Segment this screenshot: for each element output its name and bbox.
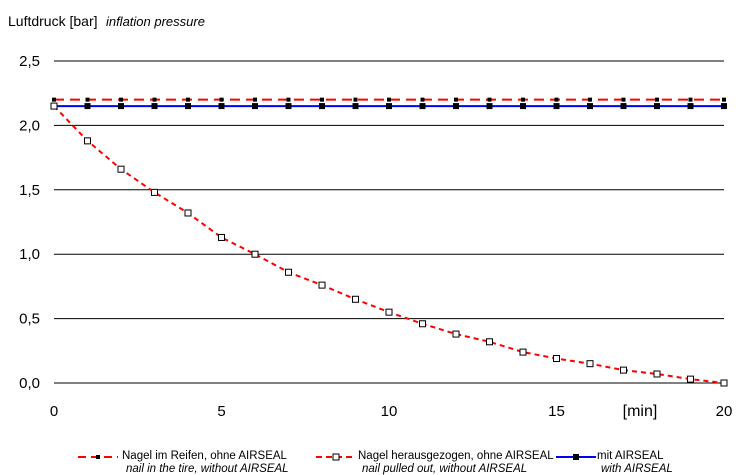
series-2-point-7 (286, 103, 292, 109)
series-1-point-14 (520, 349, 526, 355)
legend-label-2: mit AIRSEAL (597, 450, 664, 462)
series-0-point-14 (521, 98, 525, 102)
series-2 (51, 103, 727, 109)
series-2-point-4 (185, 103, 191, 109)
series-0-point-5 (220, 98, 224, 102)
series-1-point-13 (487, 339, 493, 345)
series-0-point-18 (655, 98, 659, 102)
series-2-point-18 (654, 103, 660, 109)
series-2-point-13 (487, 103, 493, 109)
series-2-point-10 (386, 103, 392, 109)
series-1-point-11 (420, 321, 426, 327)
series-0-point-10 (387, 98, 391, 102)
series-2-point-11 (420, 103, 426, 109)
series-1-point-5 (219, 234, 225, 240)
series-layer (51, 98, 727, 386)
series-2-point-6 (252, 103, 258, 109)
y-tick-label-5: 2,5 (19, 53, 40, 70)
series-2-point-19 (688, 103, 694, 109)
series-1-point-3 (152, 189, 158, 195)
series-2-point-12 (453, 103, 459, 109)
series-1-point-1 (85, 138, 91, 144)
series-1 (51, 103, 727, 386)
legend-label-en-2: with AIRSEAL (601, 463, 673, 475)
legend-swatch-marker-1 (333, 454, 339, 460)
series-1-point-7 (286, 269, 292, 275)
series-0-point-13 (488, 98, 492, 102)
legend-swatch-marker-2 (573, 454, 579, 460)
series-1-point-9 (353, 296, 359, 302)
series-1-point-0 (51, 103, 57, 109)
series-0-point-20 (722, 98, 726, 102)
series-0-point-8 (320, 98, 324, 102)
series-1-point-2 (118, 166, 124, 172)
series-2-point-3 (152, 103, 158, 109)
series-0-point-7 (287, 98, 291, 102)
y-tick-label-4: 2,0 (19, 117, 40, 134)
y-tick-label-3: 1,5 (19, 182, 40, 199)
series-2-point-15 (554, 103, 560, 109)
x-tick-label-3: 15 (548, 403, 565, 420)
legend-label-1: Nagel herausgezogen, ohne AIRSEAL (358, 450, 554, 462)
series-2-point-9 (353, 103, 359, 109)
series-0-point-15 (555, 98, 559, 102)
series-2-point-16 (587, 103, 593, 109)
x-tick-label-1: 5 (217, 403, 225, 420)
legend-label-0: Nagel im Reifen, ohne AIRSEAL (122, 450, 288, 462)
x-tick-label-2: 10 (381, 403, 398, 420)
series-line-1 (54, 106, 724, 383)
series-0-point-6 (253, 98, 257, 102)
series-1-point-20 (721, 380, 727, 386)
series-2-point-1 (85, 103, 91, 109)
series-2-point-8 (319, 103, 325, 109)
chart-subtitle: inflation pressure (106, 14, 205, 29)
legend-swatch-marker-0 (96, 455, 100, 459)
series-0-point-16 (588, 98, 592, 102)
series-1-point-4 (185, 210, 191, 216)
series-0-point-12 (454, 98, 458, 102)
chart-title: Luftdruck [bar] inflation pressure (8, 13, 205, 30)
series-0-point-2 (119, 98, 123, 102)
series-2-point-2 (118, 103, 124, 109)
series-1-point-16 (587, 361, 593, 367)
series-2-point-20 (721, 103, 727, 109)
series-2-point-5 (219, 103, 225, 109)
series-1-point-6 (252, 251, 258, 257)
series-2-point-17 (621, 103, 627, 109)
series-0-point-3 (153, 98, 157, 102)
series-1-point-8 (319, 282, 325, 288)
series-1-point-10 (386, 309, 392, 315)
series-0-point-4 (186, 98, 190, 102)
series-0-point-0 (52, 98, 56, 102)
legend-label-en-0: nail in the tire, without AIRSEAL (126, 463, 289, 475)
series-1-point-19 (688, 376, 694, 382)
series-0-point-11 (421, 98, 425, 102)
series-0-point-17 (622, 98, 626, 102)
series-2-point-14 (520, 103, 526, 109)
series-0-point-9 (354, 98, 358, 102)
y-tick-label-1: 0,5 (19, 311, 40, 328)
x-unit-label: [min] (623, 403, 658, 420)
x-tick-label-4: 20 (716, 403, 733, 420)
series-0-point-19 (689, 98, 693, 102)
series-1-point-12 (453, 331, 459, 337)
series-1-point-18 (654, 371, 660, 377)
y-tick-label-2: 1,0 (19, 246, 40, 263)
series-1-point-15 (554, 356, 560, 362)
series-1-point-17 (621, 367, 627, 373)
chart-title-main: Luftdruck [bar] (8, 13, 98, 29)
series-0 (52, 98, 726, 102)
x-tick-label-0: 0 (50, 403, 58, 420)
series-0-point-1 (86, 98, 90, 102)
y-tick-label-0: 0,0 (19, 375, 40, 392)
legend-label-en-1: nail pulled out, without AIRSEAL (362, 463, 527, 475)
